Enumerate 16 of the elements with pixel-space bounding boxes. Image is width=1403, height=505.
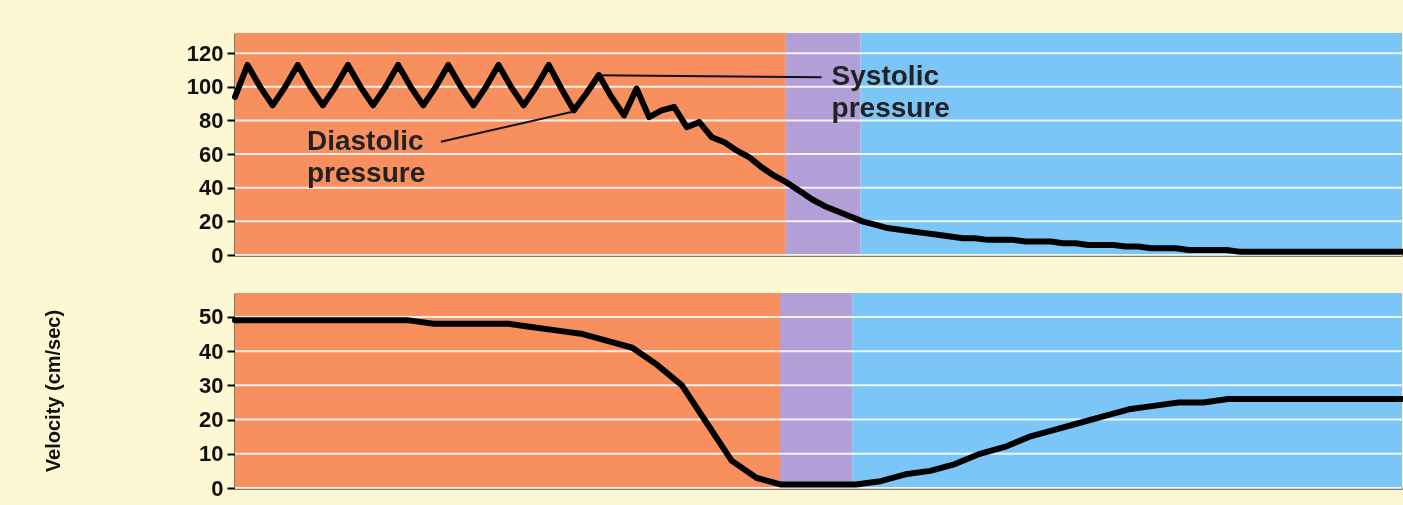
y-tick-label: 30 [199,372,224,398]
y-tick-label: 100 [186,74,224,100]
y-tick-label: 10 [199,441,224,467]
annotation: Systolic pressure [831,60,950,124]
y-axis-title: Velocity (cm/sec) [42,309,65,473]
y-tick-label: 20 [199,208,224,234]
y-tick-label: 80 [199,107,224,133]
annotation: Diastolic pressure [306,124,426,188]
y-tick-label: 0 [211,242,224,268]
y-tick-label: 60 [199,141,224,167]
y-tick-label: 120 [186,40,224,66]
y-tick-label: 20 [199,407,224,433]
y-tick-label: 40 [199,175,224,201]
y-tick-label: 40 [199,338,224,364]
y-tick-label: 0 [211,475,224,501]
y-tick-label: 50 [199,304,224,330]
